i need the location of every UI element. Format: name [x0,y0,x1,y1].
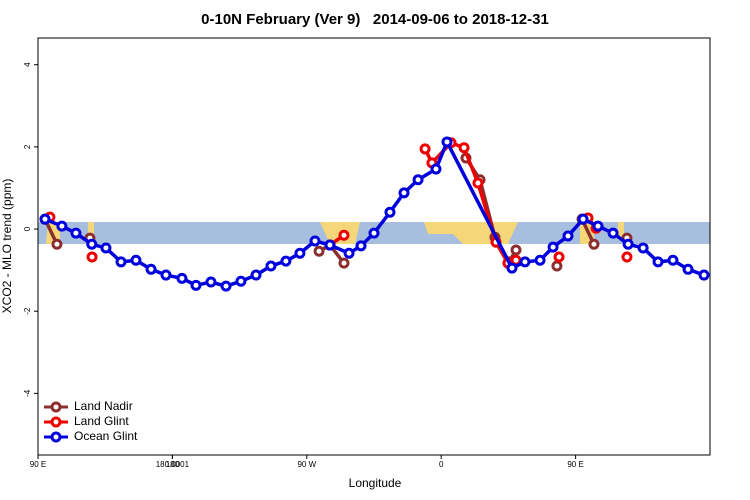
data-point [412,174,424,186]
data-point [458,142,470,154]
data-point [667,254,679,266]
legend-marker [50,431,62,443]
data-point [294,247,306,259]
data-point [313,245,325,257]
data-point [39,213,51,225]
x-tick-label: 90 E [567,460,583,469]
data-point [309,235,321,247]
legend-label: Land Glint [74,414,129,428]
y-tick-label: 2 [23,144,32,149]
data-point [100,242,112,254]
data-point [160,269,172,281]
data-point [592,220,604,232]
data-point [506,262,518,274]
data-point [190,279,202,291]
data-point [534,254,546,266]
data-point [338,257,350,269]
data-point [553,251,565,263]
data-point [130,254,142,266]
data-point [56,220,68,232]
x-axis-label: Longitude [349,476,402,490]
y-axis-label: XCO2 - MLO trend (ppm) [0,179,14,314]
data-point [205,276,217,288]
data-point [86,251,98,263]
data-point [115,256,127,268]
data-point [384,206,396,218]
chart-title: 0-10N February (Ver 9) 2014-09-06 to 201… [201,11,549,28]
legend-label: Land Nadir [74,399,133,413]
data-point [637,242,649,254]
data-point [698,269,710,281]
x-tick-label: 180.0001 [156,460,190,469]
y-tick-label: -4 [23,389,32,397]
data-point [280,255,292,267]
data-point [510,244,522,256]
data-point [324,239,336,251]
data-point [86,238,98,250]
x-tick-label: 90 E [30,460,46,469]
data-point [419,143,431,155]
x-tick-label: 90 W [297,460,316,469]
data-point [551,260,563,272]
data-point [472,177,484,189]
x-tick-label: 180 [166,460,180,469]
data-point [547,241,559,253]
data-point [621,251,633,263]
data-point [607,227,619,239]
data-point [343,247,355,259]
data-point [441,136,453,148]
data-point [51,238,63,250]
data-point [70,227,82,239]
data-point [519,256,531,268]
data-point [430,163,442,175]
y-tick-label: -2 [23,307,32,315]
data-point [176,272,188,284]
data-point [652,256,664,268]
data-point [265,260,277,272]
data-point [588,238,600,250]
data-point [355,240,367,252]
legend-label: Ocean Glint [74,429,138,443]
data-point [368,227,380,239]
data-point [145,263,157,275]
data-point [577,213,589,225]
legend-marker [50,401,62,413]
data-point [235,275,247,287]
data-point [250,269,262,281]
data-point [562,230,574,242]
data-point [338,229,350,241]
data-point [682,263,694,275]
x-tick-label: 0 [439,460,444,469]
plot-frame [37,37,711,456]
data-point [398,187,410,199]
y-tick-label: 0 [23,226,32,231]
data-point [622,238,634,250]
series-line [44,137,705,288]
data-point [220,280,232,292]
legend-marker [50,416,62,428]
y-tick-label: 4 [23,62,32,67]
